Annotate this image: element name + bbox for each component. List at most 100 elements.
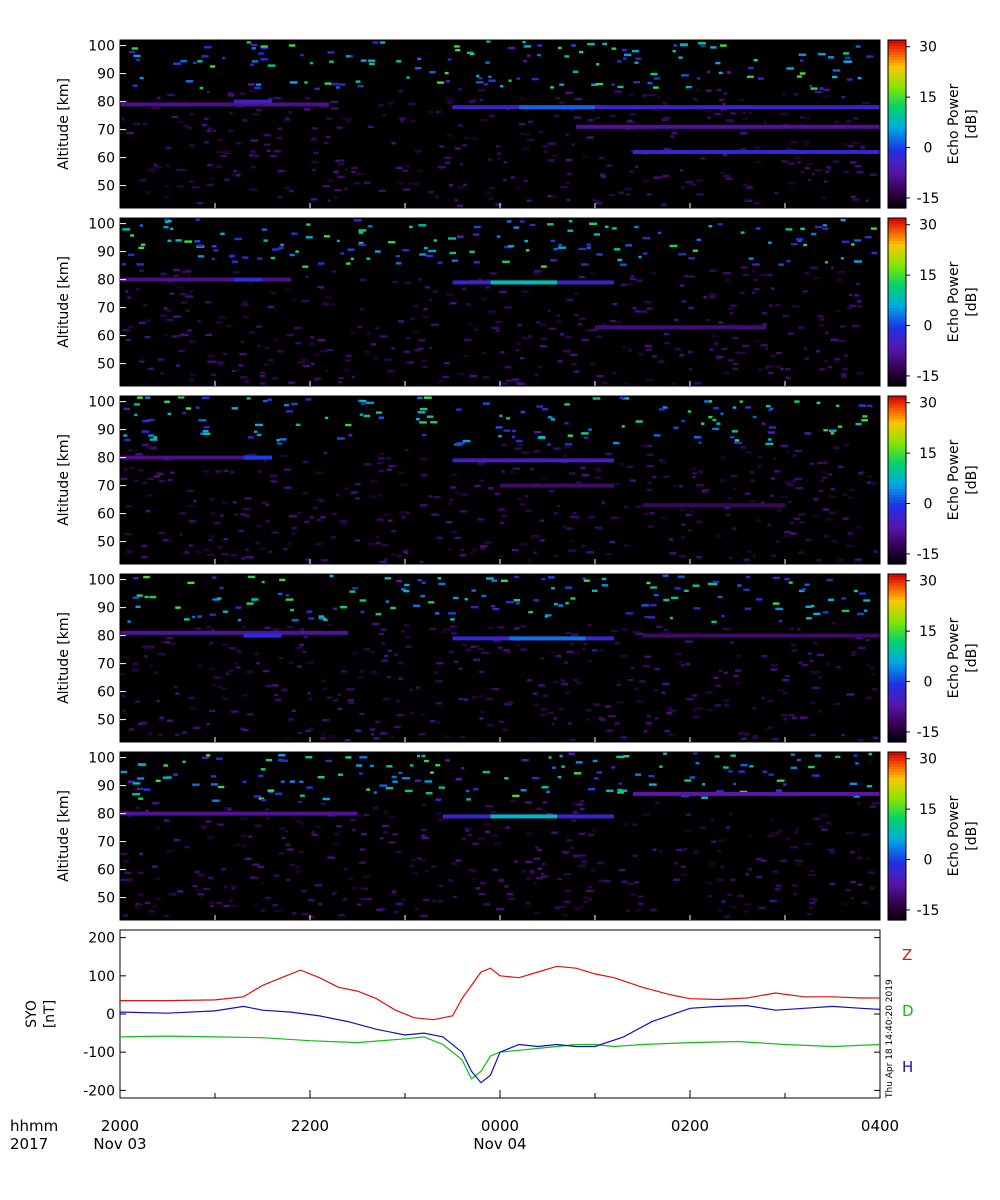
echo-cell (861, 419, 868, 422)
echo-cell (168, 478, 173, 482)
echo-cell (329, 60, 334, 63)
echo-cell (740, 291, 745, 295)
echo-cell (184, 240, 193, 243)
echo-cell (756, 858, 762, 861)
colorbar-segment (888, 794, 906, 798)
echo-cell (273, 874, 280, 877)
echo-cell (345, 423, 352, 427)
echo-cell (782, 678, 789, 682)
echo-cell (469, 100, 476, 103)
echo-cell (176, 364, 180, 367)
echo-cell (784, 480, 789, 484)
echo-cell (635, 57, 642, 60)
echo-cell (641, 604, 650, 607)
echo-cell (394, 725, 401, 729)
colorbar-segment (888, 98, 906, 103)
echo-cell (747, 550, 751, 553)
echo-cell (841, 96, 846, 99)
echo-cell (685, 181, 694, 184)
echo-cell (337, 773, 343, 776)
echo-cell (182, 731, 187, 734)
echo-cell (221, 697, 228, 700)
echo-cell (800, 116, 804, 119)
y-tick-label: 50 (97, 891, 115, 907)
echo-cell (466, 798, 471, 801)
colorbar-segment (888, 254, 906, 258)
echo-cell (690, 183, 697, 186)
echo-cell (388, 841, 396, 844)
echo-cell (240, 727, 245, 730)
echo-cell (263, 143, 271, 146)
echo-cell (137, 903, 143, 907)
echo-cell (546, 790, 550, 794)
echo-cell (428, 495, 432, 498)
echo-cell (785, 376, 791, 379)
echo-cell (514, 643, 521, 647)
echo-cell (658, 850, 663, 853)
echo-cell (787, 181, 796, 185)
echo-cell (486, 279, 492, 282)
echo-cell (516, 77, 520, 80)
echo-cell (396, 579, 403, 583)
colorbar-segment (888, 45, 906, 49)
echo-cell (542, 476, 547, 480)
colorbar-segment (888, 674, 906, 679)
echo-cell (837, 425, 843, 428)
echo-cell (535, 846, 539, 849)
echo-cell (370, 343, 376, 346)
colorbar-segment (888, 482, 906, 487)
echo-cell (419, 560, 424, 564)
echo-cell (386, 468, 392, 471)
echo-cell (121, 263, 126, 266)
colorbar-segment (888, 429, 906, 433)
echo-cell (506, 892, 514, 896)
echo-cell (648, 616, 656, 619)
echo-cell (291, 232, 298, 235)
echo-layer (120, 630, 348, 635)
echo-cell (181, 168, 187, 172)
echo-cell (774, 470, 781, 473)
echo-cell (133, 54, 141, 58)
y-tick-label: 60 (97, 151, 115, 167)
echo-cell (596, 375, 604, 378)
echo-cell (757, 465, 761, 468)
echo-cell (341, 159, 345, 162)
echo-cell (557, 877, 563, 881)
echo-cell (828, 495, 836, 498)
echo-cell (634, 881, 640, 884)
echo-cell (866, 404, 873, 407)
echo-cell (166, 719, 173, 722)
echo-cell (536, 321, 541, 324)
echo-cell (428, 601, 435, 604)
echo-cell (554, 602, 558, 606)
echo-cell (816, 558, 821, 562)
echo-cell (444, 71, 449, 75)
echo-cell (551, 831, 559, 834)
echo-cell (380, 659, 389, 662)
echo-cell (184, 846, 190, 849)
echo-cell (828, 473, 833, 476)
echo-cell (504, 306, 512, 309)
colorbar-tick-label: 0 (924, 675, 933, 691)
echo-cell (470, 551, 475, 555)
echo-cell (529, 223, 536, 227)
echo-cell (540, 875, 549, 878)
echo-cell (503, 703, 512, 706)
echo-cell (655, 625, 663, 629)
echo-cell (317, 776, 325, 779)
echo-cell (782, 93, 786, 96)
colorbar-segment (888, 205, 906, 209)
echo-cell (800, 227, 805, 230)
echo-cell (634, 61, 639, 64)
echo-cell (581, 544, 586, 547)
echo-cell (546, 812, 554, 816)
echo-cell (599, 648, 605, 652)
echo-cell (621, 628, 627, 631)
echo-cell (213, 676, 221, 679)
echo-cell (177, 890, 184, 893)
echo-cell (631, 49, 639, 53)
echo-cell (870, 887, 874, 890)
echo-cell (498, 878, 504, 881)
echo-cell (232, 369, 236, 373)
colorbar-label: Echo Power (946, 795, 962, 876)
